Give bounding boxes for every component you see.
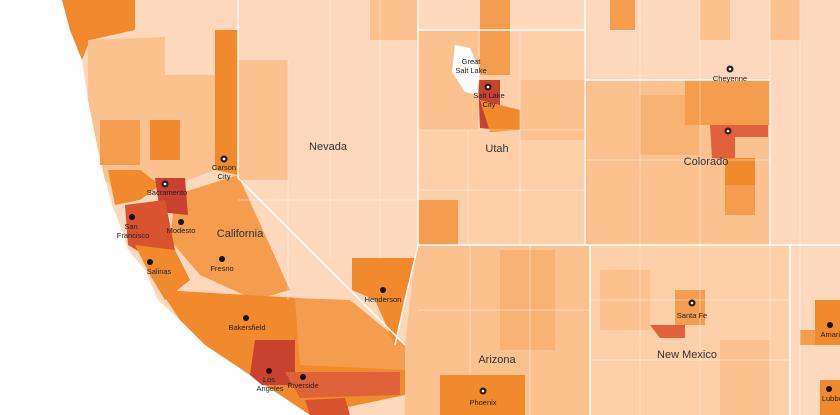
cities: Cheyenne Salt Lake City Carson City Sacr…	[117, 65, 840, 407]
city-label: Henderson	[365, 295, 402, 304]
city-label: Modesto	[167, 226, 196, 235]
state-label: California	[217, 228, 264, 240]
feature-label: Great	[462, 57, 482, 66]
state-label: Utah	[485, 143, 508, 155]
city-label: Santa Fe	[677, 311, 707, 320]
city-label: Riverside	[287, 381, 318, 390]
city-label: Angeles	[256, 384, 283, 393]
lake	[452, 45, 480, 95]
state-label: Nevada	[309, 141, 348, 153]
city-label: Salt Lake	[473, 91, 504, 100]
city-label: Los	[263, 375, 275, 384]
city-label: Amarillo	[820, 330, 840, 339]
city-label: Sacramento	[147, 188, 187, 197]
labels: Nevada Utah Colorado California Arizona …	[217, 57, 729, 366]
state-label: New Mexico	[657, 349, 717, 361]
capital-marker	[161, 65, 734, 395]
city-label: San	[124, 222, 137, 231]
feature-label: Salt Lake	[455, 66, 486, 75]
state-label: Colorado	[684, 156, 729, 168]
land	[62, 0, 840, 415]
city-label: Cheyenne	[713, 74, 747, 83]
city-label: City	[218, 172, 231, 181]
state-label: Arizona	[478, 354, 516, 366]
city-label: Fresno	[210, 264, 233, 273]
city-label: Lubbock	[822, 394, 840, 403]
city-label: Carson	[212, 163, 236, 172]
city-label: Bakersfield	[228, 323, 265, 332]
city-marker	[129, 214, 833, 392]
city-label: Francisco	[117, 231, 150, 240]
city-label: City	[483, 100, 496, 109]
city-label: Salinas	[147, 267, 172, 276]
city-label: Phoenix	[469, 398, 496, 407]
